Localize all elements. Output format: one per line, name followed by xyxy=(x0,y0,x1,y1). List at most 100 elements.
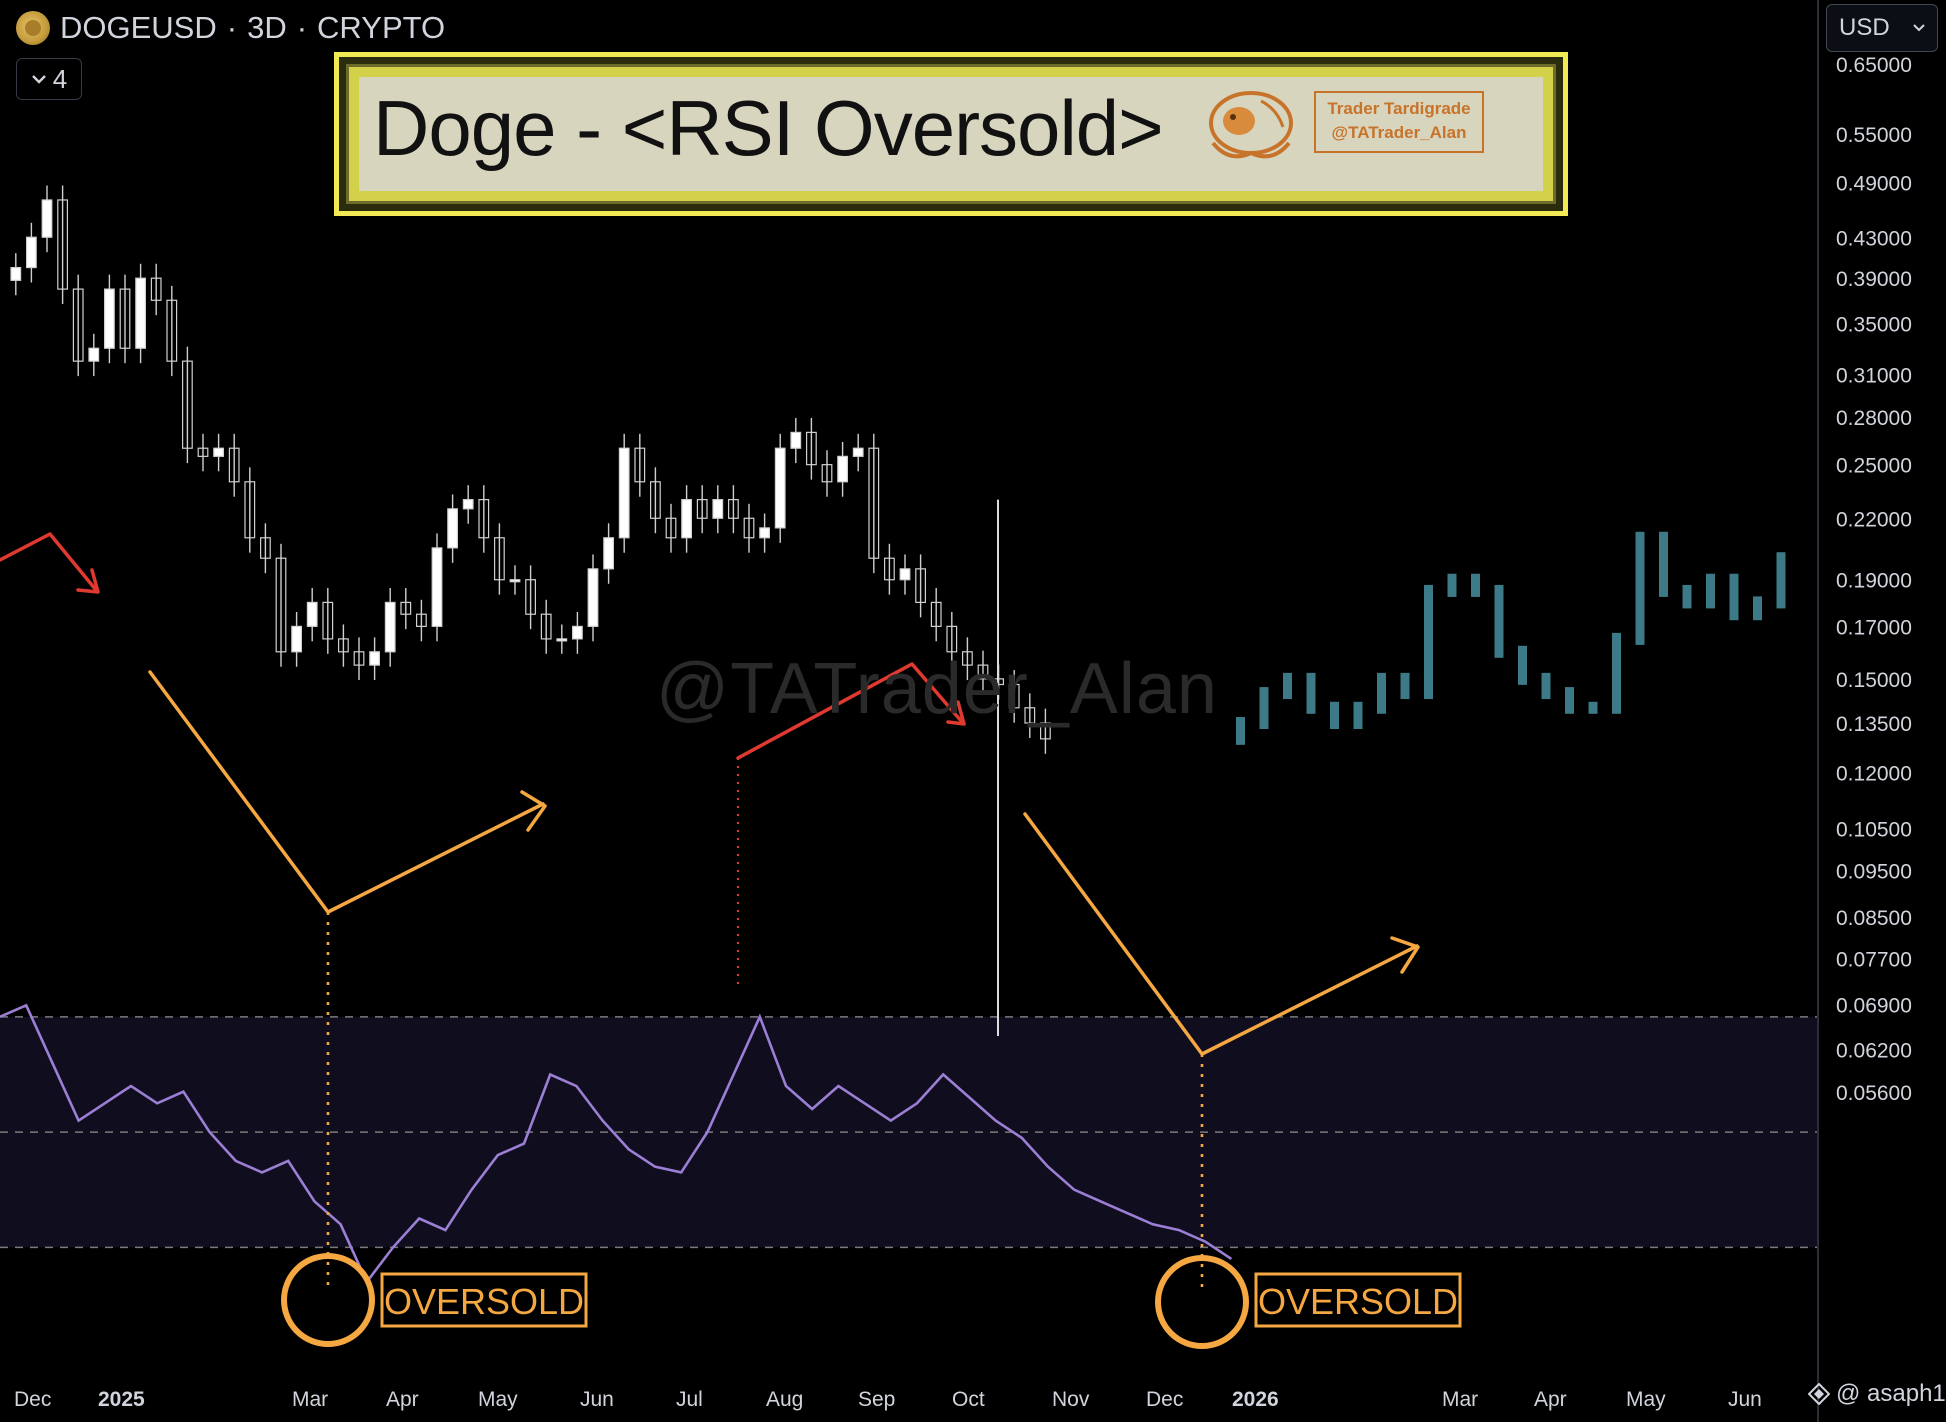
time-tick-label: Dec xyxy=(1146,1388,1183,1411)
candle-body xyxy=(509,579,521,583)
annotation-layer: OVERSOLD OVERSOLD xyxy=(0,532,1462,1349)
price-tick-label: 0.10500 xyxy=(1836,818,1912,841)
candle-body xyxy=(1008,683,1020,709)
candle-body xyxy=(540,613,552,640)
price-tick-label: 0.28000 xyxy=(1836,407,1912,430)
candle-body xyxy=(182,360,193,449)
doge-coin-icon xyxy=(16,11,50,45)
price-tick-label: 0.17000 xyxy=(1836,616,1912,639)
candle-body xyxy=(743,517,755,539)
time-tick-label: Aug xyxy=(766,1388,803,1411)
currency-select[interactable]: USD xyxy=(1826,4,1938,52)
candle-body xyxy=(525,579,536,615)
price-tick-label: 0.25000 xyxy=(1836,455,1912,478)
price-tick-label: 0.55000 xyxy=(1836,124,1912,147)
candle-body xyxy=(556,638,568,642)
candle-body xyxy=(478,499,490,539)
candle-body xyxy=(57,199,68,290)
projection-bar xyxy=(1330,701,1339,730)
oversold-box xyxy=(380,1272,588,1328)
indicator-collapse-button[interactable]: 4 xyxy=(16,58,82,100)
candle-body xyxy=(213,447,225,457)
time-tick-label: Jun xyxy=(580,1388,614,1411)
author-handle: @TATrader_Alan xyxy=(1331,123,1467,142)
candle-body xyxy=(915,568,926,604)
candle-body xyxy=(930,601,942,627)
candle-body xyxy=(821,464,833,483)
title-banner: Doge - <RSI Oversold> Trader Tardigrade … xyxy=(334,52,1568,216)
price-tick-label: 0.15000 xyxy=(1836,669,1912,692)
projection-bar xyxy=(1494,584,1504,658)
symbol-name: DOGEUSD xyxy=(60,10,217,45)
tradingview-attribution[interactable]: @ asaph1 xyxy=(1808,1380,1946,1408)
candle-body xyxy=(291,625,302,653)
candle-body xyxy=(712,499,724,519)
candle-body xyxy=(805,431,817,466)
projection-bar xyxy=(1353,701,1363,730)
price-tick-label: 0.13500 xyxy=(1836,713,1912,736)
oversold-circle xyxy=(281,1253,375,1347)
time-tick-label: Nov xyxy=(1052,1388,1090,1411)
projection-bar xyxy=(1471,573,1480,597)
projection-bar xyxy=(1541,672,1551,700)
candle-body xyxy=(384,601,396,653)
price-tick-label: 0.19000 xyxy=(1836,570,1912,593)
attribution-text: @ asaph1 xyxy=(1836,1380,1946,1407)
candle-body xyxy=(26,236,37,269)
price-tick-label: 0.06200 xyxy=(1836,1039,1912,1062)
candle-body xyxy=(883,557,895,581)
arrow-head xyxy=(1390,936,1420,974)
price-tick-label: 0.06900 xyxy=(1836,994,1912,1017)
candle-body xyxy=(899,568,911,581)
time-tick-label: May xyxy=(1626,1388,1666,1411)
candlestick-series xyxy=(10,185,1051,1036)
author-name: Trader Tardigrade xyxy=(1327,99,1471,118)
price-tick-label: 0.49000 xyxy=(1836,172,1912,195)
projection-bar xyxy=(1400,672,1410,700)
candle-body xyxy=(431,547,443,627)
arrow-head xyxy=(76,568,100,594)
time-tick-label: Apr xyxy=(386,1388,419,1411)
diamond-logo-icon xyxy=(1808,1383,1830,1405)
candle-body xyxy=(10,266,22,281)
time-tick-label: Mar xyxy=(1442,1388,1478,1411)
candle-body xyxy=(587,568,599,627)
oversold-circle xyxy=(1155,1255,1249,1349)
projection-bar xyxy=(1776,552,1786,609)
price-axis[interactable]: 0.65000 0.55000 0.49000 0.43000 0.39000 0.350… xyxy=(1836,54,1912,1105)
time-tick-label: May xyxy=(478,1388,518,1411)
candle-body xyxy=(166,299,178,362)
projection-bar xyxy=(1682,584,1692,609)
market-label: CRYPTO xyxy=(317,10,446,45)
symbol-header[interactable]: DOGEUSD · 3D · CRYPTO xyxy=(16,8,445,48)
time-axis[interactable]: Dec 2025 Mar Apr May Jun Jul Aug Sep Oct Nov Dec 202… xyxy=(14,1388,1762,1411)
arrow-head xyxy=(946,700,966,726)
candle-body xyxy=(369,651,380,666)
projection-bar xyxy=(1447,573,1457,597)
red-arrow xyxy=(0,532,98,592)
separator-dot: · xyxy=(226,10,238,45)
candle-body xyxy=(260,537,271,559)
candle-body xyxy=(837,455,848,483)
candle-body xyxy=(774,447,786,529)
orange-v-arrow xyxy=(148,670,545,914)
candle-body xyxy=(72,288,84,362)
candle-body xyxy=(790,431,802,449)
projection-bar xyxy=(1424,584,1433,700)
candle-body xyxy=(634,447,646,483)
candle-body xyxy=(759,527,770,539)
projection-bar xyxy=(1729,573,1739,621)
candle-body xyxy=(275,557,287,653)
price-tick-label: 0.08500 xyxy=(1836,907,1912,930)
time-tick-label: 2026 xyxy=(1232,1388,1279,1411)
candle-body xyxy=(103,288,115,349)
time-tick-label: Mar xyxy=(292,1388,328,1411)
candle-body xyxy=(696,499,708,519)
candle-body xyxy=(41,199,53,238)
time-tick-label: Oct xyxy=(952,1388,985,1411)
projection-bar xyxy=(1259,687,1269,730)
projection-bar xyxy=(1236,717,1245,745)
candle-body xyxy=(681,499,692,539)
time-tick-label: Dec xyxy=(14,1388,51,1411)
